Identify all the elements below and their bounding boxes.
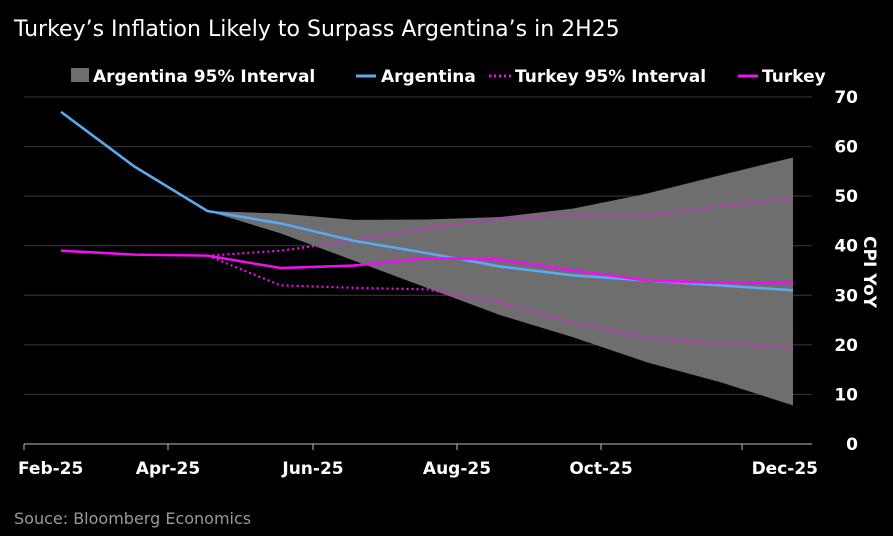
y-tick-label-50: 50 bbox=[834, 187, 858, 207]
y-tick-label-20: 20 bbox=[834, 336, 858, 356]
legend-label-turkey: Turkey bbox=[762, 67, 826, 87]
argentina-band-layer bbox=[207, 157, 793, 406]
line-turkey-95-interval-upper bbox=[207, 197, 794, 257]
y-axis-ticks: 0 10 20 30 40 50 60 70 bbox=[834, 88, 858, 455]
legend-label-argentina-band: Argentina 95% Interval bbox=[93, 67, 315, 87]
y-tick-label-40: 40 bbox=[834, 237, 858, 257]
x-tick-label-feb-25: Feb-25 bbox=[18, 459, 83, 479]
band-argentina-95-interval bbox=[207, 157, 793, 406]
x-tick-label-oct-25: Oct-25 bbox=[569, 459, 632, 479]
legend: Argentina 95% Interval Argentina Turkey … bbox=[71, 67, 826, 87]
series-lines-layer bbox=[60, 110, 794, 349]
y-tick-label-70: 70 bbox=[834, 88, 858, 108]
x-tick-label-jun-25: Jun-25 bbox=[281, 459, 343, 479]
legend-swatch-argentina-band bbox=[71, 68, 89, 82]
legend-label-argentina: Argentina bbox=[381, 67, 476, 87]
x-tick-label-apr-25: Apr-25 bbox=[136, 459, 200, 479]
source-note: Souce: Bloomberg Economics bbox=[14, 509, 251, 528]
y-tick-label-10: 10 bbox=[834, 385, 858, 405]
y-tick-label-60: 60 bbox=[834, 138, 858, 158]
legend-label-turkey-interval: Turkey 95% Interval bbox=[515, 67, 706, 87]
chart-title: Turkey’s Inflation Likely to Surpass Arg… bbox=[13, 17, 620, 42]
y-tick-label-30: 30 bbox=[834, 286, 858, 306]
series-line-turkey bbox=[60, 249, 793, 285]
x-tick-label-dec-25: Dec-25 bbox=[752, 459, 818, 479]
y-tick-label-0: 0 bbox=[846, 435, 858, 455]
y-axis-label: CPI YoY bbox=[859, 236, 879, 309]
x-tick-label-aug-25: Aug-25 bbox=[423, 459, 491, 479]
x-axis-ticks: Feb-25 Apr-25 Jun-25 Aug-25 Oct-25 Dec-25 bbox=[18, 444, 818, 479]
